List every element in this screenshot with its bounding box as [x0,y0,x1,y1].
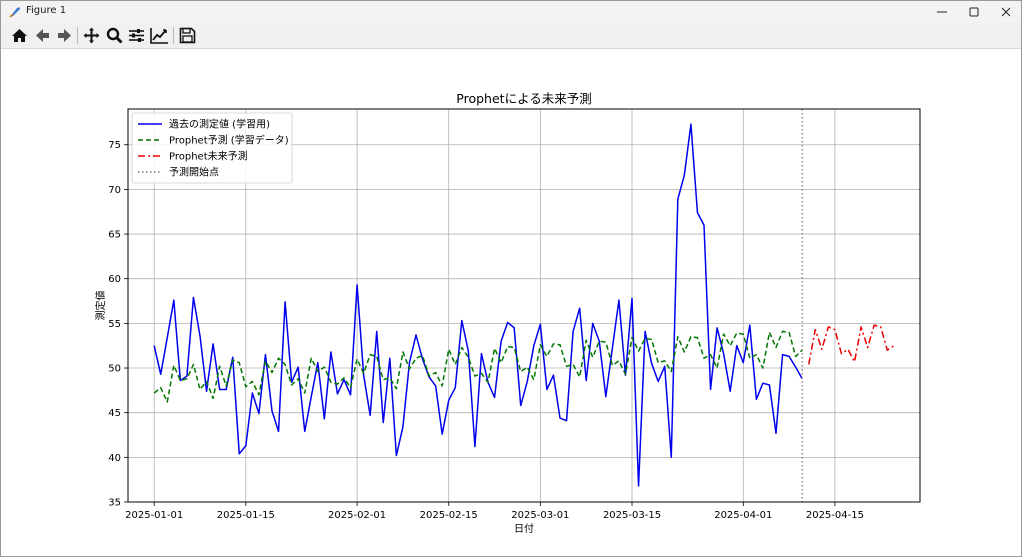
toolbar-separator [77,27,78,44]
x-tick-label: 2025-01-01 [125,510,183,521]
series-line-3 [807,324,895,365]
x-tick-label: 2025-03-15 [603,510,661,521]
x-tick-label: 2025-02-01 [328,510,386,521]
feather-icon [9,7,20,18]
y-tick-label: 65 [108,230,121,241]
home-icon [12,29,27,42]
pan-button[interactable] [81,25,102,46]
back-button[interactable] [32,25,53,46]
edit-axis-button[interactable] [149,25,170,46]
axis-ticks: 35 40 45 50 55 60 65 70 75 2025-01-01 2025-01-15 20… [108,140,864,521]
axes-frame [127,108,921,503]
y-tick-label: 50 [108,364,121,375]
series-line-1 [153,123,803,487]
zoom-button[interactable] [104,25,125,46]
y-tick-label: 45 [108,408,121,419]
x-tick-label: 2025-04-15 [806,510,864,521]
pan-move-icon [83,27,100,44]
save-button[interactable] [177,25,198,46]
chart-canvas[interactable]: 35 40 45 50 55 60 65 70 75 2025-01-01 2025-01-15 20… [0,48,1020,548]
legend-label: 過去の測定値 (学習用) [169,118,270,131]
subplots-button[interactable] [126,25,147,46]
legend-box [131,112,293,184]
x-tick-label: 2025-02-15 [420,510,478,521]
minimize-button[interactable] [925,1,959,23]
y-tick-label: 60 [108,274,121,285]
close-icon [1001,7,1011,17]
y-tick-label: 40 [108,453,121,464]
edit-axis-curve-icon [150,28,168,44]
window-title: Figure 1 [26,5,67,16]
forward-arrow-icon [58,29,71,42]
x-tick-label: 2025-04-01 [714,510,772,521]
x-tick-label: 2025-03-01 [511,510,569,521]
legend-label: Prophet未来予測 [169,150,248,163]
back-arrow-icon [36,29,49,42]
maximize-icon [969,7,979,17]
series-lines [153,109,895,502]
save-floppy-icon [179,27,196,44]
x-axis-label: 日付 [514,522,534,535]
title-bar[interactable]: Figure 1 [1,1,1021,23]
maximize-button[interactable] [957,1,991,23]
navigation-toolbar [1,23,1021,49]
forward-button[interactable] [54,25,75,46]
legend: 過去の測定値 (学習用) Prophet予測 (学習データ) Prophet未来予測… [131,112,293,184]
zoom-magnifier-icon [106,27,123,44]
toolbar-separator [173,27,174,44]
y-axis-label: 測定値 [94,291,107,321]
x-tick-label: 2025-01-15 [217,510,275,521]
home-button[interactable] [9,25,30,46]
series-line-2 [153,330,803,403]
subplots-sliders-icon [129,29,144,42]
chart-title: Prophetによる未来予測 [456,91,591,106]
legend-label: 予測開始点 [169,166,219,179]
legend-label: Prophet予測 (学習データ) [169,134,289,147]
y-tick-label: 70 [108,185,121,196]
minimize-icon [937,11,947,13]
close-button[interactable] [989,1,1023,23]
y-tick-label: 75 [108,140,121,151]
y-tick-label: 55 [108,319,121,330]
y-tick-label: 35 [108,498,121,509]
